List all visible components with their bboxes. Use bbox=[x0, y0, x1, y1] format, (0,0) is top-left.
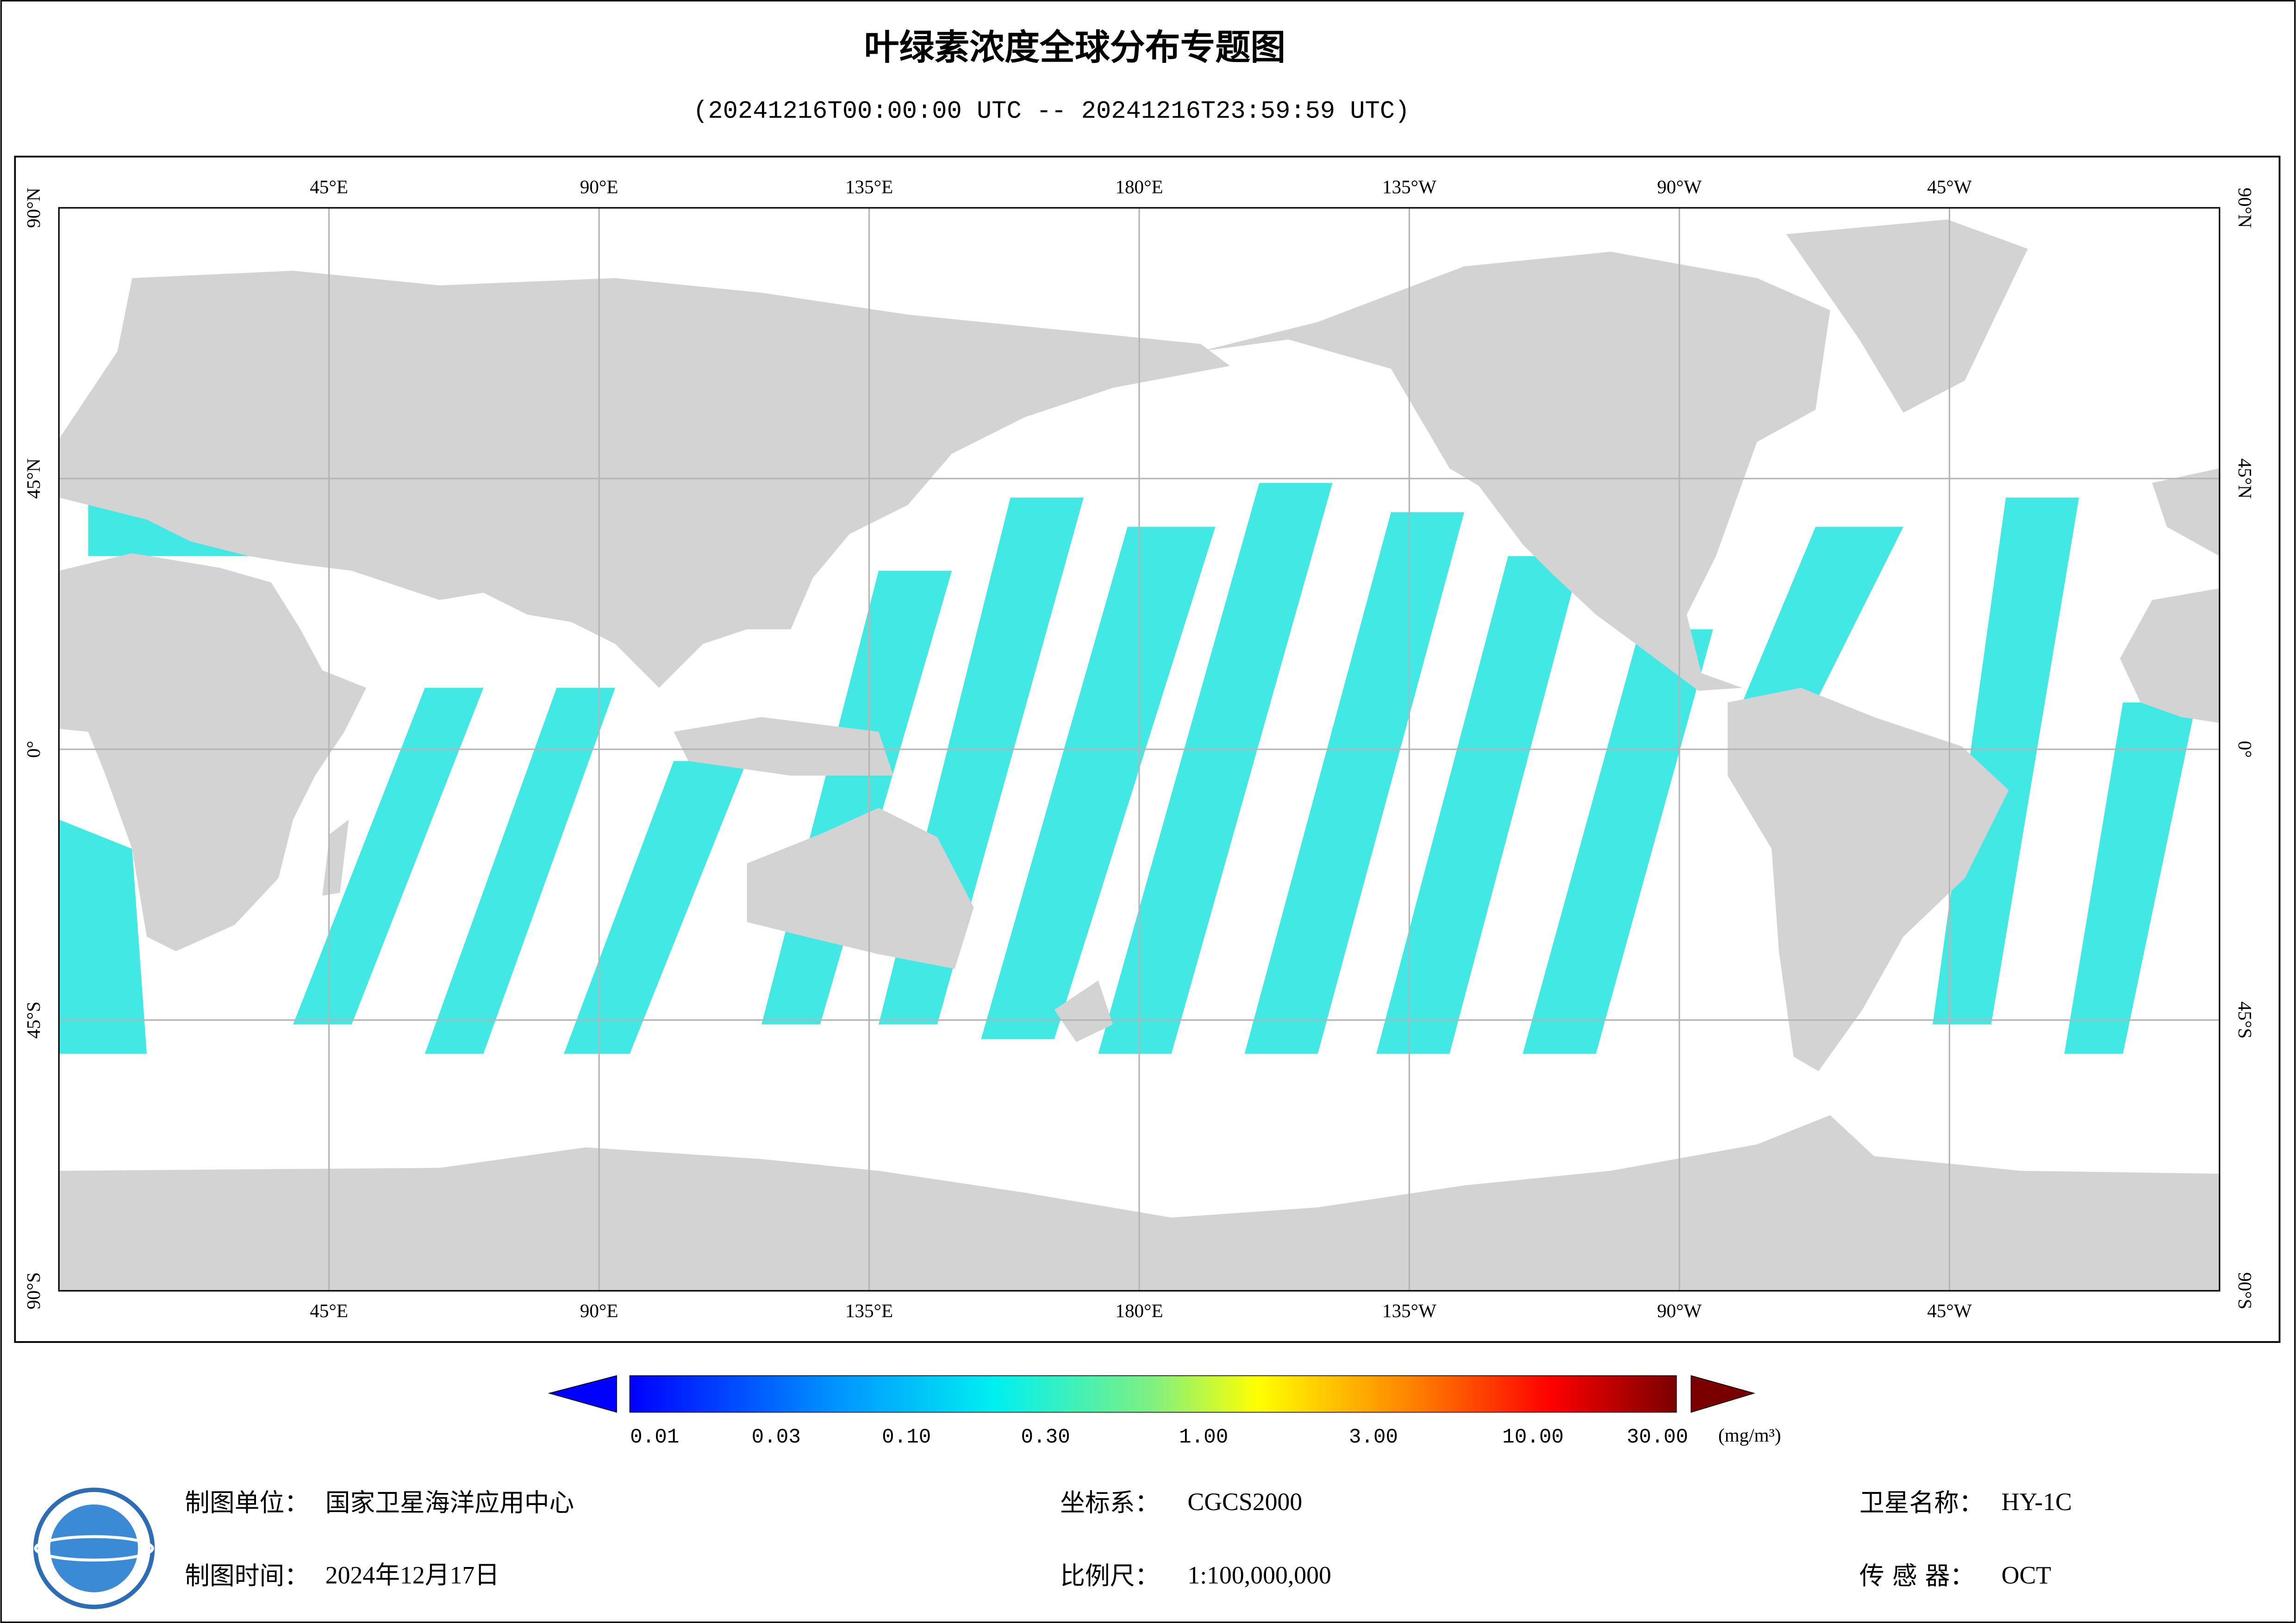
lon-label-bottom: 180°E bbox=[1115, 1300, 1163, 1321]
colorbar-tick-label: 0.01 bbox=[630, 1426, 679, 1449]
logo bbox=[33, 1487, 155, 1609]
footer-value: 1:100,000,000 bbox=[1187, 1561, 1331, 1589]
lon-label-top: 45°W bbox=[1927, 176, 1972, 197]
lon-label-bottom: 135°E bbox=[845, 1300, 893, 1321]
footer-value: OCT bbox=[2002, 1561, 2052, 1589]
title: 叶绿素浓度全球分布专题图 bbox=[864, 27, 1286, 68]
lon-label-top: 45°E bbox=[310, 176, 348, 197]
swath bbox=[2064, 702, 2196, 1054]
colorbar-tick-label: 3.00 bbox=[1349, 1426, 1398, 1449]
lat-label-right: 90°N bbox=[2234, 187, 2256, 228]
footer-label: 制图时间： bbox=[185, 1561, 309, 1591]
colorbar-high-arrow bbox=[1691, 1375, 1756, 1413]
lon-label-bottom: 90°E bbox=[580, 1300, 618, 1321]
map-frame bbox=[14, 155, 2281, 1343]
logo-orbit bbox=[34, 1535, 154, 1562]
colorbar-tick-label: 30.00 bbox=[1627, 1426, 1688, 1449]
colorbar-unit: (mg/m³) bbox=[1718, 1424, 1781, 1446]
footer-label: 比例尺： bbox=[1060, 1561, 1160, 1591]
swath bbox=[564, 761, 747, 1054]
lat-label-right: 45°S bbox=[2234, 1001, 2256, 1038]
colorbar-ticks: 0.01 0.03 0.10 0.30 1.00 3.00 10.00 30.00 bbox=[630, 1426, 1688, 1449]
lon-label-top: 90°W bbox=[1657, 176, 1702, 197]
swath bbox=[59, 819, 147, 1054]
europe-west bbox=[2152, 468, 2220, 556]
lon-label-top: 135°E bbox=[845, 176, 893, 197]
logo-globe bbox=[50, 1504, 138, 1592]
footer-label: 传 感 器： bbox=[1859, 1561, 1975, 1591]
swath bbox=[424, 688, 615, 1054]
lat-label-right: 45°N bbox=[2234, 458, 2256, 498]
lat-label-right: 0° bbox=[2234, 741, 2256, 758]
lat-label-left: 90°S bbox=[23, 1272, 44, 1309]
colorbar-tick-label: 0.10 bbox=[882, 1426, 931, 1449]
footer-value: HY-1C bbox=[2002, 1488, 2072, 1516]
lat-label-right: 90°S bbox=[2234, 1272, 2256, 1309]
swath bbox=[293, 688, 484, 1025]
lat-label-left: 45°N bbox=[23, 458, 44, 498]
new-zealand bbox=[1054, 980, 1113, 1042]
colorbar-tick-label: 10.00 bbox=[1502, 1426, 1564, 1449]
lon-label-bottom: 45°E bbox=[310, 1300, 348, 1321]
colorbar-low-arrow bbox=[548, 1375, 617, 1413]
colorbar-tick-label: 1.00 bbox=[1179, 1426, 1228, 1449]
lat-label-left: 0° bbox=[23, 741, 44, 758]
australia bbox=[747, 808, 974, 969]
indonesia bbox=[674, 717, 893, 776]
swath bbox=[1522, 629, 1713, 1054]
footer-value: 国家卫星海洋应用中心 bbox=[325, 1488, 574, 1517]
colorbar-tick-label: 0.30 bbox=[1021, 1426, 1070, 1449]
lat-label-left: 45°S bbox=[23, 1001, 44, 1038]
swath bbox=[1098, 483, 1333, 1054]
south-america bbox=[1728, 688, 2009, 1071]
swath bbox=[1742, 527, 1903, 703]
west-africa bbox=[2120, 588, 2220, 723]
colorbar-tick-label: 0.03 bbox=[752, 1426, 801, 1449]
swath bbox=[981, 527, 1216, 1039]
swath bbox=[1932, 497, 2079, 1025]
lon-label-top: 135°W bbox=[1382, 176, 1436, 197]
footer-value: 2024年12月17日 bbox=[325, 1561, 499, 1589]
colorbar bbox=[629, 1375, 1677, 1413]
lon-label-top: 180°E bbox=[1115, 176, 1163, 197]
lon-label-bottom: 45°W bbox=[1927, 1300, 1972, 1321]
footer-label: 卫星名称： bbox=[1859, 1488, 1984, 1517]
subtitle: (20241216T00:00:00 UTC -- 20241216T23:59… bbox=[693, 98, 1410, 126]
swath bbox=[1376, 556, 1582, 1054]
africa bbox=[59, 553, 367, 951]
greenland bbox=[1786, 219, 2028, 413]
lon-label-top: 90°E bbox=[580, 176, 618, 197]
map-border bbox=[58, 207, 2221, 1292]
lon-label-bottom: 90°W bbox=[1657, 1300, 1702, 1321]
lon-label-bottom: 135°W bbox=[1382, 1300, 1436, 1321]
footer-value: CGCS2000 bbox=[1187, 1488, 1302, 1516]
footer-label: 坐标系： bbox=[1060, 1488, 1160, 1517]
north-america bbox=[1200, 251, 1830, 691]
footer-label: 制图单位： bbox=[185, 1488, 309, 1517]
lat-label-left: 90°N bbox=[23, 187, 44, 228]
graticule bbox=[59, 208, 2220, 1291]
map bbox=[58, 207, 2221, 1292]
